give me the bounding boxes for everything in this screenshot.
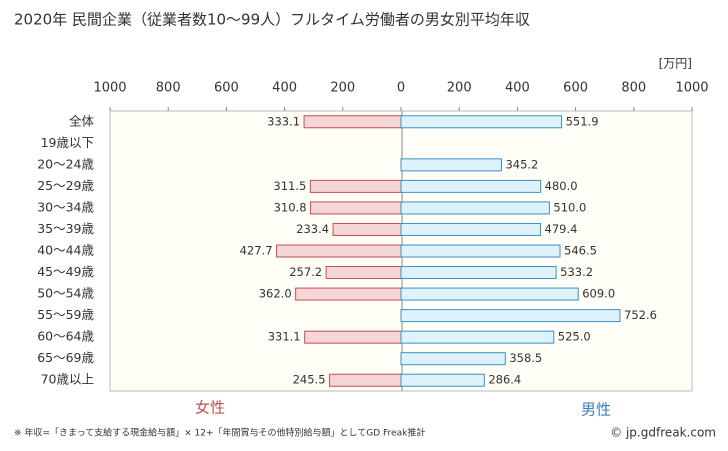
y-tick-label: 70歳以上	[41, 372, 94, 387]
y-tick-label: 19歳以下	[41, 135, 94, 150]
bar	[400, 222, 542, 236]
bar	[303, 115, 402, 129]
value-label: 510.0	[553, 200, 586, 214]
bar	[304, 330, 402, 344]
x-tick-label: 800	[156, 81, 181, 96]
x-tick-label: 400	[272, 81, 297, 96]
value-label: 752.6	[624, 308, 657, 322]
value-label: 286.4	[488, 373, 521, 387]
value-label: 257.2	[289, 265, 322, 279]
legend-label: 男性	[581, 401, 611, 419]
y-tick-label: 55〜59歳	[37, 307, 94, 322]
unit-label: [万円]	[659, 57, 692, 71]
x-tick-label: 200	[447, 81, 472, 96]
y-tick-label: 20〜24歳	[37, 156, 94, 171]
x-tick-label: 1000	[93, 81, 126, 96]
value-label: 245.5	[293, 373, 326, 387]
x-tick-label: 800	[621, 81, 646, 96]
value-label: 609.0	[582, 287, 615, 301]
bar	[310, 201, 402, 215]
x-tick-label: 200	[330, 81, 355, 96]
x-tick-label: 0	[397, 81, 405, 96]
y-tick-label: 40〜44歳	[37, 243, 94, 258]
footnote: ※ 年収=「きまって支給する現金給与額」× 12+「年間賞与その他特別給与額」と…	[14, 427, 425, 439]
value-label: 427.7	[240, 244, 273, 258]
bar	[400, 266, 557, 280]
x-tick-label: 600	[563, 81, 588, 96]
bar	[400, 179, 542, 193]
legend-label: 女性	[195, 399, 225, 417]
bar	[400, 330, 555, 344]
bar	[309, 179, 402, 193]
bar	[400, 309, 621, 323]
y-tick-label: 60〜64歳	[37, 329, 94, 344]
x-tick-label: 400	[505, 81, 530, 96]
value-label: 480.0	[545, 179, 578, 193]
value-label: 310.8	[274, 200, 307, 214]
value-label: 345.2	[505, 157, 538, 171]
bar	[332, 222, 402, 236]
bar	[400, 244, 561, 258]
value-label: 358.5	[509, 351, 542, 365]
bar	[329, 373, 402, 387]
bar	[400, 287, 579, 301]
value-label: 333.1	[267, 114, 300, 128]
value-label: 479.4	[545, 222, 578, 236]
value-label: 533.2	[560, 265, 593, 279]
bar	[400, 352, 506, 366]
y-tick-label: 35〜39歳	[37, 221, 94, 236]
bar	[325, 266, 402, 280]
y-tick-label: 全体	[69, 113, 95, 128]
bar	[400, 201, 550, 215]
value-label: 546.5	[564, 244, 597, 258]
bar	[400, 373, 485, 387]
bar	[295, 287, 402, 301]
bar	[400, 115, 563, 129]
value-label: 551.9	[566, 114, 599, 128]
y-tick-label: 25〜29歳	[37, 178, 94, 193]
value-label: 525.0	[558, 330, 591, 344]
credit: © jp.gdfreak.com	[610, 426, 716, 440]
chart-title: 2020年 民間企業（従業者数10〜99人）フルタイム労働者の男女別平均年収	[14, 11, 530, 29]
value-label: 331.1	[268, 330, 301, 344]
y-tick-label: 65〜69歳	[37, 350, 94, 365]
bar	[400, 158, 502, 172]
value-label: 362.0	[259, 287, 292, 301]
value-label: 233.4	[296, 222, 329, 236]
y-tick-label: 45〜49歳	[37, 264, 94, 279]
y-tick-label: 30〜34歳	[37, 199, 94, 214]
x-tick-label: 600	[214, 81, 239, 96]
value-label: 311.5	[273, 179, 306, 193]
x-tick-label: 1000	[675, 81, 708, 96]
y-tick-label: 50〜54歳	[37, 286, 94, 301]
bar	[276, 244, 402, 258]
